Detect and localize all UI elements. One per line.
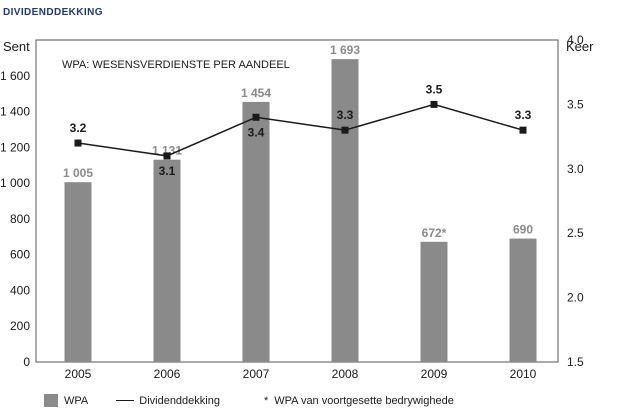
bar-label-wpa-2008: 1 693 (330, 43, 360, 57)
line-label-dividenddekking-2009: 3.5 (426, 82, 443, 96)
y-left-tick-label: 400 (10, 283, 30, 297)
y-right-tick-label: 1.5 (567, 355, 584, 369)
y-left-tick-label: 600 (10, 248, 30, 262)
y-axis-left-title: Sent (3, 39, 30, 54)
x-category-label: 2006 (154, 367, 181, 381)
line-label-dividenddekking-2007: 3.4 (248, 125, 265, 139)
y-left-tick-label: 1 600 (0, 69, 30, 83)
y-right-tick-label: 4.0 (567, 33, 584, 47)
marker-dividenddekking-2008 (341, 126, 349, 134)
marker-dividenddekking-2007 (252, 113, 260, 121)
line-label-dividenddekking-2008: 3.3 (337, 108, 354, 122)
y-left-tick-label: 1 200 (0, 140, 30, 154)
legend-footnote-symbol: * (263, 394, 269, 407)
marker-dividenddekking-2009 (430, 100, 438, 108)
line-dividenddekking (77, 103, 524, 157)
bar-label-wpa-2009: 672* (422, 226, 447, 240)
x-category-label: 2008 (332, 367, 359, 381)
y-right-tick-label: 3.5 (567, 97, 584, 111)
y-right-tick-label: 2.0 (567, 291, 584, 305)
y-axis-right-title: Keer (566, 39, 594, 54)
line-label-dividenddekking-2006: 3.1 (159, 164, 176, 178)
legend-wpa-swatch (44, 394, 58, 407)
y-left-tick-label: 1 000 (0, 176, 30, 190)
y-left-tick-label: 1 400 (0, 105, 30, 119)
y-right-tick-label: 2.5 (567, 226, 584, 240)
bar-wpa-2009 (420, 241, 448, 362)
legend: WPA Dividenddekking * WPA van voortgeset… (44, 394, 454, 407)
bar-wpa-2005 (64, 182, 92, 362)
page-title: DIVIDENDDEKKING (3, 7, 103, 18)
dividend-cover-chart: Sent Keer WPA: WESENSVERDIENSTE PER AAND… (0, 33, 594, 381)
line-label-dividenddekking-2005: 3.2 (70, 121, 87, 135)
marker-dividenddekking-2006 (163, 152, 171, 160)
chart-note: WPA: WESENSVERDIENSTE PER AANDEEL (62, 59, 290, 71)
bar-wpa-2006 (153, 159, 181, 362)
x-category-label: 2005 (65, 367, 92, 381)
y-right-tick-label: 3.0 (567, 162, 584, 176)
y-left-tick-label: 200 (10, 319, 30, 333)
y-left-tick-label: 800 (10, 212, 30, 226)
marker-dividenddekking-2005 (74, 139, 82, 147)
bar-wpa-2010 (509, 238, 537, 362)
x-category-label: 2010 (510, 367, 537, 381)
marker-dividenddekking-2010 (519, 126, 527, 134)
bar-label-wpa-2007: 1 454 (241, 86, 271, 100)
x-category-label: 2009 (421, 367, 448, 381)
line-label-dividenddekking-2010: 3.3 (515, 108, 532, 122)
x-category-label: 2007 (243, 367, 270, 381)
plot-frame (35, 39, 559, 363)
legend-footnote: WPA van voortgesette bedrywighede (274, 394, 454, 407)
y-left-tick-label: 0 (23, 355, 30, 369)
legend-wpa-label: WPA (64, 394, 89, 407)
bar-label-wpa-2010: 690 (513, 223, 533, 237)
legend-dividend-label: Dividenddekking (139, 394, 220, 407)
bar-wpa-2007 (242, 101, 270, 362)
legend-dividend-swatch (116, 400, 135, 401)
bar-wpa-2008 (331, 59, 359, 362)
bar-label-wpa-2005: 1 005 (63, 166, 93, 180)
